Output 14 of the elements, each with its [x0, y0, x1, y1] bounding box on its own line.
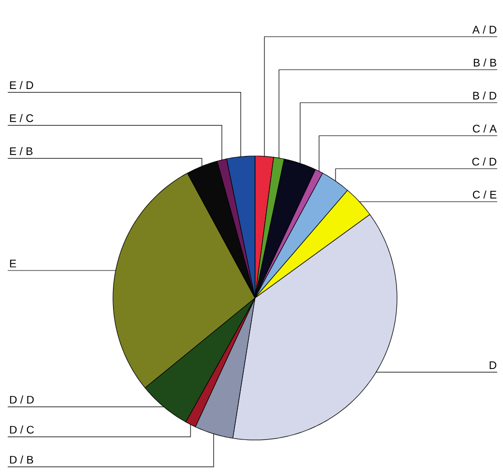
slice-label: C / D [472, 157, 496, 166]
slice-label: E / D [10, 81, 34, 90]
slice-label: B / D [473, 91, 496, 100]
slice-label: C / A [472, 124, 497, 133]
slice-label: E / B [10, 147, 32, 156]
slice-label: D [490, 361, 496, 369]
slice-label: C / E [472, 190, 496, 199]
slice-label: E [10, 260, 16, 268]
slice-label: D / D [10, 396, 34, 404]
slice-label: E / C [10, 114, 34, 122]
slice-label: A / D [472, 25, 496, 34]
slice-label: B / B [474, 58, 496, 67]
slice-label: D / C [10, 426, 34, 434]
slice-label: D / B [10, 456, 34, 464]
